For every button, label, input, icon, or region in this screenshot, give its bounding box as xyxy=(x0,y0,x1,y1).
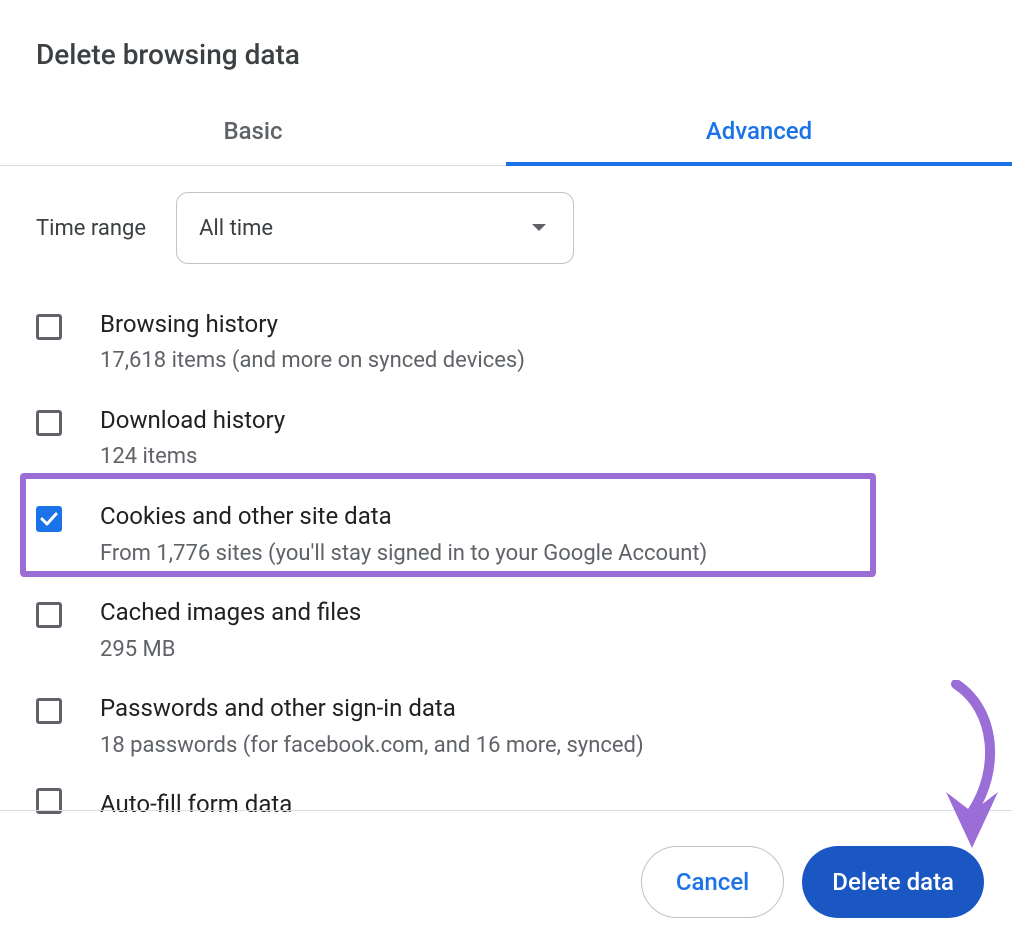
tab-basic-label: Basic xyxy=(223,117,282,145)
item-text: Cached images and files 295 MB xyxy=(100,596,976,664)
time-range-row: Time range All time xyxy=(0,166,1012,264)
tabs: Basic Advanced xyxy=(0,103,1012,166)
checkbox-cached[interactable] xyxy=(36,602,62,628)
list-item-download-history: Download history 124 items xyxy=(0,390,1012,486)
list-item-passwords: Passwords and other sign-in data 18 pass… xyxy=(0,678,1012,774)
item-title: Cookies and other site data xyxy=(100,500,976,532)
list-item-autofill: Auto-fill form data xyxy=(0,774,1012,834)
list-item-cached: Cached images and files 295 MB xyxy=(0,582,1012,678)
item-text: Browsing history 17,618 items (and more … xyxy=(100,308,976,376)
checkbox-passwords[interactable] xyxy=(36,698,62,724)
item-text: Download history 124 items xyxy=(100,404,976,472)
checkbox-download-history[interactable] xyxy=(36,410,62,436)
time-range-label: Time range xyxy=(36,216,146,241)
tab-advanced-label: Advanced xyxy=(706,117,812,145)
checkbox-cookies[interactable] xyxy=(36,506,62,532)
item-text: Passwords and other sign-in data 18 pass… xyxy=(100,692,976,760)
item-text: Auto-fill form data xyxy=(100,788,976,820)
tab-advanced[interactable]: Advanced xyxy=(506,103,1012,165)
delete-browsing-data-dialog: Delete browsing data Basic Advanced Time… xyxy=(0,0,1012,940)
cancel-button[interactable]: Cancel xyxy=(641,846,784,918)
dialog-title: Delete browsing data xyxy=(0,0,1012,71)
delete-data-button-label: Delete data xyxy=(832,868,954,896)
checkbox-browsing-history[interactable] xyxy=(36,314,62,340)
delete-data-button[interactable]: Delete data xyxy=(802,846,984,918)
footer-buttons: Cancel Delete data xyxy=(641,846,984,918)
list-item-browsing-history: Browsing history 17,618 items (and more … xyxy=(0,294,1012,390)
time-range-selected: All time xyxy=(199,216,273,241)
item-sub: From 1,776 sites (you'll stay signed in … xyxy=(100,539,976,569)
item-title: Cached images and files xyxy=(100,596,976,628)
footer-divider xyxy=(0,810,1012,811)
list-item-cookies: Cookies and other site data From 1,776 s… xyxy=(0,486,1012,582)
item-sub: 295 MB xyxy=(100,635,976,665)
tab-basic[interactable]: Basic xyxy=(0,103,506,165)
chevron-down-icon xyxy=(531,223,547,233)
item-title: Download history xyxy=(100,404,976,436)
data-type-list: Browsing history 17,618 items (and more … xyxy=(0,294,1012,835)
item-sub: 17,618 items (and more on synced devices… xyxy=(100,346,976,376)
item-title: Passwords and other sign-in data xyxy=(100,692,976,724)
item-title: Auto-fill form data xyxy=(100,788,976,820)
time-range-select[interactable]: All time xyxy=(176,192,574,264)
item-title: Browsing history xyxy=(100,308,976,340)
item-sub: 18 passwords (for facebook.com, and 16 m… xyxy=(100,731,976,761)
item-text: Cookies and other site data From 1,776 s… xyxy=(100,500,976,568)
item-sub: 124 items xyxy=(100,442,976,472)
cancel-button-label: Cancel xyxy=(676,868,749,896)
